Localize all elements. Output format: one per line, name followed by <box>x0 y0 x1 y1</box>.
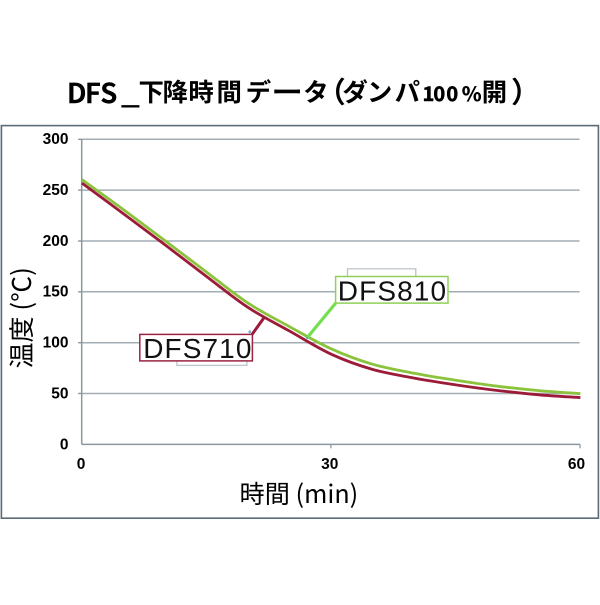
svg-text:0: 0 <box>60 436 69 453</box>
svg-text:30: 30 <box>321 456 338 473</box>
svg-text:60: 60 <box>568 456 585 473</box>
svg-text:200: 200 <box>43 233 69 250</box>
svg-text:150: 150 <box>43 284 69 301</box>
svg-text:DFS710: DFS710 <box>143 333 252 364</box>
svg-text:300: 300 <box>43 131 69 148</box>
svg-text:250: 250 <box>43 182 69 199</box>
svg-text:0: 0 <box>77 456 86 473</box>
svg-text:100: 100 <box>43 335 69 352</box>
svg-text:50: 50 <box>51 385 68 402</box>
svg-text:DFS810: DFS810 <box>338 276 447 307</box>
